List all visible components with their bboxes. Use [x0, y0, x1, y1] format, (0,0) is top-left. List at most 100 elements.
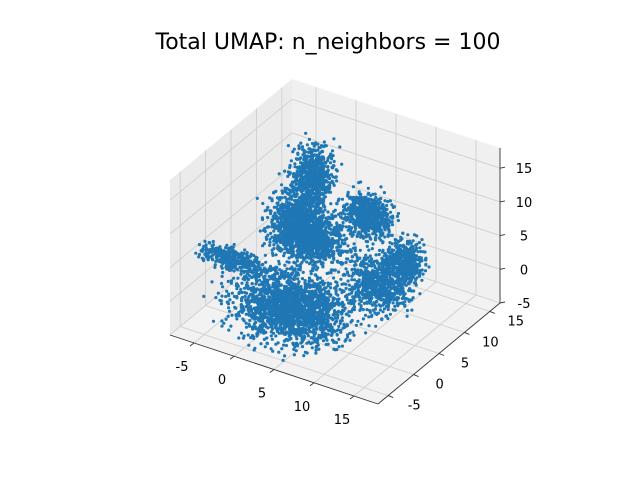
scatter-point — [279, 233, 283, 237]
scatter-point — [347, 301, 351, 305]
scatter-point — [334, 285, 338, 289]
scatter-point — [310, 308, 314, 312]
scatter-point — [314, 204, 318, 208]
scatter-point — [350, 255, 355, 259]
scatter-point — [312, 331, 316, 335]
scatter-point — [265, 282, 269, 286]
scatter-point — [390, 223, 395, 227]
scatter-point — [310, 312, 314, 316]
scatter-point — [291, 150, 295, 154]
scatter-point — [255, 316, 259, 320]
scatter-point — [253, 308, 257, 312]
scatter-point — [270, 199, 274, 203]
scatter-point — [326, 291, 330, 296]
scatter-point — [266, 205, 270, 209]
scatter-point — [376, 202, 381, 206]
scatter-point — [263, 345, 267, 349]
scatter-point — [287, 256, 291, 260]
scatter-point — [340, 344, 344, 348]
scatter-point — [321, 332, 325, 336]
scatter-point — [296, 285, 300, 289]
scatter-point — [322, 229, 326, 233]
scatter-point — [296, 290, 300, 294]
scatter-point — [300, 288, 304, 292]
scatter-point — [335, 316, 339, 320]
scatter-point — [311, 153, 315, 158]
scatter-point — [324, 304, 328, 308]
scatter-point — [293, 342, 297, 346]
scatter-point — [314, 188, 318, 192]
scatter-point — [295, 207, 300, 211]
scatter-point — [312, 251, 316, 255]
scatter-point — [264, 237, 269, 241]
scatter-point — [302, 290, 306, 294]
scatter-point — [297, 146, 301, 150]
scatter-point — [311, 283, 315, 287]
scatter-point — [276, 207, 280, 211]
scatter-point — [320, 226, 324, 230]
scatter-point — [287, 275, 291, 279]
scatter-point — [296, 277, 300, 281]
scatter-point — [388, 210, 393, 214]
scatter-point — [219, 281, 224, 286]
scatter-point — [241, 308, 245, 312]
scatter-point — [390, 203, 394, 207]
scatter-point — [314, 237, 318, 241]
scatter-point — [239, 288, 243, 292]
scatter-point — [282, 204, 286, 208]
scatter-point — [323, 208, 327, 212]
scatter-point — [330, 179, 334, 183]
scatter-point — [368, 198, 372, 202]
scatter-point — [304, 321, 308, 325]
scatter-point — [291, 314, 295, 318]
scatter-point — [311, 269, 315, 273]
scatter-point — [316, 312, 320, 316]
scatter-point — [313, 273, 317, 277]
scatter-point — [340, 225, 344, 229]
scatter-point — [326, 332, 330, 336]
scatter-point — [366, 209, 370, 213]
scatter-point — [299, 204, 303, 208]
scatter-point — [225, 289, 229, 293]
scatter-point — [335, 223, 339, 227]
z-gridline — [169, 132, 501, 235]
scatter-point — [226, 279, 230, 283]
scatter-point — [276, 244, 280, 248]
scatter-point — [317, 247, 321, 251]
scatter-point — [280, 183, 284, 187]
scatter-point — [326, 159, 330, 163]
scatter-point — [330, 260, 334, 264]
scatter-point — [367, 315, 371, 319]
scatter-point — [312, 239, 316, 243]
scatter-point — [283, 311, 287, 315]
scatter-point — [310, 317, 315, 322]
scatter-point — [292, 277, 296, 281]
scatter-point — [337, 303, 341, 307]
scatter-point — [342, 322, 346, 327]
scatter-point — [269, 347, 273, 351]
scatter-point — [280, 304, 284, 308]
scatter-point — [386, 212, 390, 216]
scatter-point — [202, 294, 206, 298]
scatter-point — [311, 219, 315, 223]
scatter-point — [269, 231, 273, 235]
scatter-point — [278, 238, 282, 242]
scatter-point — [295, 193, 299, 197]
scatter-point — [288, 333, 292, 337]
scatter-point — [274, 319, 278, 323]
scatter-point — [344, 267, 348, 271]
scatter-point — [211, 319, 216, 323]
scatter-point — [384, 220, 388, 224]
scatter-point — [295, 210, 299, 214]
scatter-point — [227, 306, 231, 310]
scatter-point — [293, 162, 297, 166]
scatter-point — [309, 272, 313, 276]
scatter-point — [381, 219, 385, 223]
scatter-point — [305, 143, 309, 147]
scatter-point — [299, 320, 303, 324]
scatter-point — [271, 214, 275, 218]
scatter-point — [303, 287, 307, 292]
scatter-point — [347, 310, 351, 314]
scatter-point — [333, 322, 337, 326]
scatter-point — [268, 240, 272, 244]
